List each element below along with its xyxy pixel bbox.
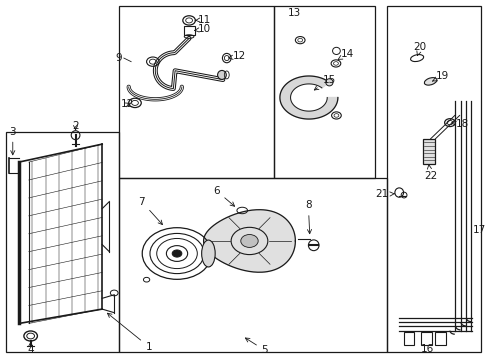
Text: 21: 21: [375, 189, 393, 199]
Text: 22: 22: [423, 165, 436, 181]
Bar: [119, 178, 386, 352]
Text: 12: 12: [121, 99, 134, 109]
Text: 4: 4: [27, 342, 34, 355]
Ellipse shape: [325, 79, 332, 86]
Ellipse shape: [201, 240, 215, 267]
Ellipse shape: [424, 78, 436, 85]
Text: 2: 2: [72, 121, 79, 131]
Ellipse shape: [217, 71, 226, 80]
Text: 1: 1: [107, 313, 152, 352]
Text: 20: 20: [413, 42, 426, 55]
Bar: [273, 6, 374, 178]
Text: 8: 8: [305, 200, 311, 234]
Bar: [403, 332, 413, 345]
Text: 15: 15: [314, 75, 335, 90]
Bar: [5, 132, 119, 352]
Polygon shape: [203, 210, 295, 272]
Text: 10: 10: [194, 24, 210, 35]
Text: 18: 18: [451, 120, 468, 129]
Bar: [421, 332, 431, 345]
Text: 5: 5: [245, 338, 267, 355]
Text: 14: 14: [337, 49, 354, 59]
Text: 6: 6: [213, 186, 234, 206]
Circle shape: [172, 250, 182, 257]
Text: 19: 19: [432, 71, 448, 81]
Text: 13: 13: [287, 8, 301, 18]
Text: 16: 16: [420, 343, 433, 354]
Bar: [434, 332, 445, 345]
Circle shape: [240, 234, 258, 247]
Bar: [386, 6, 480, 352]
Text: 9: 9: [115, 53, 122, 63]
Polygon shape: [279, 76, 337, 119]
Text: 17: 17: [472, 225, 485, 235]
Bar: [119, 6, 273, 178]
Text: 7: 7: [138, 197, 162, 225]
Text: 3: 3: [9, 127, 16, 155]
Text: 12: 12: [228, 51, 245, 61]
Text: 11: 11: [195, 15, 211, 25]
Bar: [183, 26, 195, 35]
Bar: [423, 139, 435, 164]
